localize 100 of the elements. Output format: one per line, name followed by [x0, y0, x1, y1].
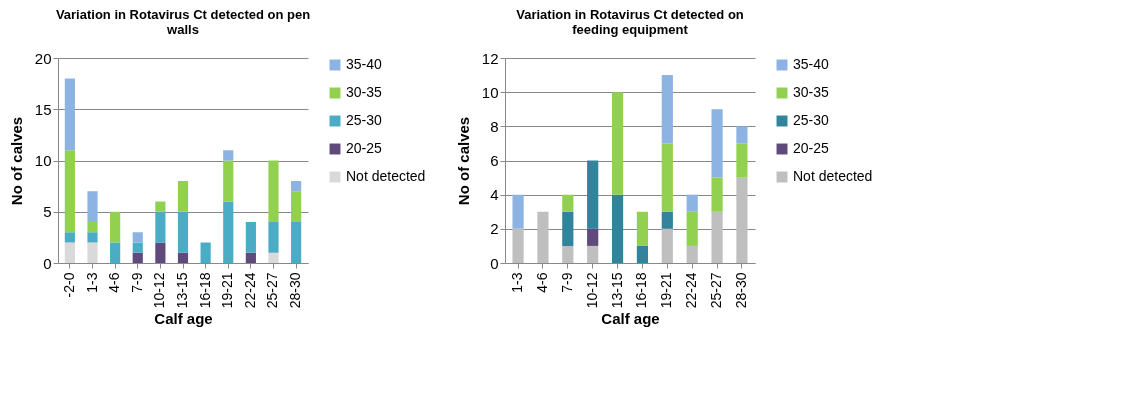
x-tick-label: 25-27: [264, 272, 281, 309]
bar: [177, 181, 189, 212]
y-tick-label: 2: [490, 220, 499, 238]
bar: [291, 222, 302, 263]
bar: [661, 211, 673, 229]
bar: [177, 211, 189, 253]
y-axis-title: No of calves: [7, 116, 25, 206]
legend-label: Not detected: [346, 168, 426, 184]
x-tick-label: 19-21: [658, 272, 675, 309]
bar: [87, 232, 98, 243]
x-tick-label: 28-30: [732, 272, 749, 309]
legend-label: Not detected: [793, 168, 873, 184]
legend-label: 30-35: [793, 84, 830, 100]
bar: [200, 242, 211, 263]
x-tick-label: 22-24: [683, 272, 700, 309]
bar: [711, 109, 723, 178]
bar: [587, 245, 599, 263]
bar: [291, 191, 302, 222]
bar: [711, 211, 723, 263]
bar: [268, 222, 279, 253]
bar: [661, 228, 673, 263]
bar: [587, 160, 599, 229]
x-tick-label: 16-18: [633, 272, 650, 309]
x-tick-label: 7-9: [558, 272, 575, 293]
bar: [686, 194, 698, 212]
y-tick-label: 0: [490, 254, 499, 272]
x-axis-title: Calf age: [154, 310, 213, 328]
bar: [562, 245, 574, 263]
bar: [686, 245, 698, 263]
x-tick-label: 4-6: [533, 272, 550, 293]
bar: [155, 201, 166, 212]
x-tick-label: 10-12: [583, 272, 600, 309]
bar: [177, 252, 189, 263]
bar: [512, 194, 524, 229]
bar: [736, 177, 748, 263]
bar: [223, 201, 234, 263]
bar: [245, 252, 256, 263]
bar: [155, 242, 166, 263]
bar: [110, 242, 121, 263]
chart-title: Variation in Rotavirus Ct detected on feeding equipment: [516, 7, 744, 37]
bar: [736, 143, 748, 178]
x-tick-label: 13-15: [608, 272, 625, 309]
y-tick-label: 15: [34, 100, 52, 118]
bar: [562, 194, 574, 212]
legend-label: 25-30: [346, 112, 383, 128]
bar: [587, 228, 599, 246]
bar: [223, 150, 234, 161]
bar: [611, 194, 624, 263]
bar: [711, 177, 723, 212]
legend-label: 35-40: [793, 56, 830, 72]
bar: [110, 211, 121, 243]
y-tick-label: 20: [34, 49, 52, 67]
bar: [223, 160, 234, 202]
x-axis-title: Calf age: [601, 310, 660, 328]
y-tick-label: 12: [481, 49, 499, 67]
y-tick-label: 0: [43, 254, 52, 272]
y-tick-label: 5: [43, 203, 52, 221]
x-tick-label: -2-0: [60, 272, 77, 298]
bar: [64, 78, 75, 151]
x-tick-label: 19-21: [219, 272, 236, 309]
bar: [245, 222, 256, 253]
x-tick-label: 25-27: [708, 272, 725, 309]
bar: [132, 242, 143, 253]
bar: [512, 228, 524, 263]
legend-label: 35-40: [346, 56, 383, 72]
x-tick-label: 10-12: [151, 272, 168, 309]
bar: [132, 252, 143, 263]
bar: [87, 242, 98, 263]
bar: [87, 222, 98, 233]
y-tick-label: 10: [34, 152, 52, 169]
chart-title: Variation in Rotavirus Ct detected on pen walls: [55, 7, 311, 37]
bar: [268, 252, 279, 263]
y-tick-label: 4: [490, 186, 499, 204]
bar: [155, 211, 166, 243]
x-tick-label: 22-24: [241, 272, 258, 309]
bar: [64, 242, 75, 263]
x-tick-label: 16-18: [196, 272, 213, 309]
bar: [64, 150, 75, 233]
y-tick-label: 8: [490, 117, 499, 135]
bar: [268, 160, 279, 222]
legend-label: 25-30: [793, 112, 830, 128]
bar: [636, 211, 649, 246]
bar: [686, 211, 698, 246]
x-tick-label: 28-30: [287, 272, 304, 309]
legend-label: 30-35: [346, 84, 383, 100]
x-tick-label: 1-3: [83, 272, 100, 293]
bar: [636, 245, 649, 263]
bar: [132, 232, 143, 243]
y-axis-title: No of calves: [454, 116, 472, 206]
bar: [562, 211, 574, 246]
legend-label: 20-25: [346, 140, 383, 156]
bar: [736, 126, 748, 144]
bar: [87, 191, 98, 222]
y-tick-label: 10: [481, 83, 499, 101]
bar: [661, 143, 673, 212]
bar: [661, 75, 673, 144]
bar: [537, 211, 549, 263]
x-tick-label: 4-6: [106, 272, 123, 293]
legend-label: 20-25: [793, 140, 830, 156]
bar: [64, 232, 75, 243]
